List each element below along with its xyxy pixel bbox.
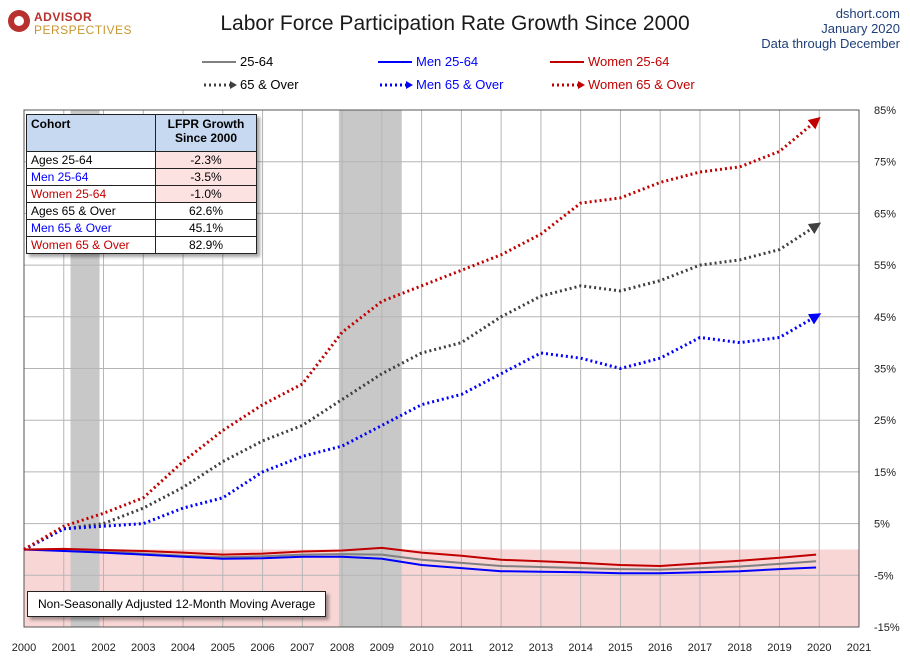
cohort-name: Men 25-64 [26,168,156,186]
cohort-row: Ages 25-64 -2.3% [26,151,257,169]
x-tick-label: 2020 [807,642,831,654]
chart-title: Labor Force Participation Rate Growth Si… [220,12,690,35]
y-tick-label: 35% [874,364,896,376]
legend-label: Men 65 & Over [416,77,504,92]
y-tick-label: 25% [874,415,896,427]
x-tick-label: 2006 [250,642,274,654]
x-tick-label: 2015 [608,642,632,654]
x-tick-label: 2004 [171,642,195,654]
x-tick-label: 2012 [489,642,513,654]
series-line-65-over [23,222,822,551]
x-tick-label: 2021 [847,642,871,654]
legend-label: 65 & Over [240,77,299,92]
series-line-women-65-over [23,117,821,551]
x-tick-label: 2008 [330,642,354,654]
cohort-table: Cohort LFPR Growth Since 2000 Ages 25-64… [26,114,257,254]
cohort-row: Men 65 & Over 45.1% [26,219,257,237]
logo-text-line1: ADVISOR [34,10,93,24]
y-tick-label: 45% [874,312,896,324]
x-tick-label: 2007 [290,642,314,654]
y-tick-label: 15% [874,467,896,479]
legend-swatch [202,61,236,63]
legend-label: Women 25-64 [588,54,670,69]
y-tick-label: 65% [874,208,896,220]
legend-swatch [550,61,584,63]
cohort-name: Women 65 & Over [26,236,156,254]
legend-swatch [552,81,585,89]
source-site: dshort.com [835,6,900,21]
cohort-row: Women 25-64 -1.0% [26,185,257,203]
cohort-name: Ages 65 & Over [26,202,156,220]
source-note: Data through December [761,36,900,51]
x-tick-label: 2017 [688,642,712,654]
cohort-row: Men 25-64 -3.5% [26,168,257,186]
x-tick-label: 2014 [568,642,592,654]
y-tick-label: -5% [874,570,894,582]
legend-swatch [378,61,412,63]
advisor-perspectives-logo: ADVISOR PERSPECTIVES [8,8,138,38]
legend-label: 25-64 [240,54,274,69]
cohort-growth-value: -1.0% [155,185,257,203]
x-tick-label: 2013 [529,642,553,654]
legend-label: Men 25-64 [416,54,479,69]
x-tick-label: 2009 [370,642,394,654]
y-tick-label: -15% [874,622,900,634]
cohort-header: Cohort [26,114,156,152]
logo-text-line2: PERSPECTIVES [34,23,133,37]
x-tick-label: 2011 [450,642,474,654]
legend-swatch [204,81,237,89]
cohort-name: Women 25-64 [26,185,156,203]
cohort-row: Ages 65 & Over 62.6% [26,202,257,220]
x-tick-label: 2001 [52,642,76,654]
note-box: Non-Seasonally Adjusted 12-Month Moving … [27,591,327,617]
x-tick-label: 2005 [211,642,235,654]
legend-label: Women 65 & Over [588,77,695,92]
source-date: January 2020 [821,21,900,36]
cohort-growth-value: -3.5% [155,168,257,186]
lfpr-growth-header: LFPR Growth Since 2000 [155,114,257,152]
cohort-growth-value: 45.1% [155,219,257,237]
x-tick-label: 2010 [409,642,433,654]
x-tick-label: 2002 [91,642,115,654]
y-tick-label: 55% [874,260,896,272]
cohort-table-header: Cohort LFPR Growth Since 2000 [26,114,257,152]
cohort-name: Men 65 & Over [26,219,156,237]
series-line-men-25-64 [23,548,817,575]
cohort-row: Women 65 & Over 82.9% [26,236,257,254]
cohort-growth-value: 62.6% [155,202,257,220]
cohort-growth-value: -2.3% [155,151,257,169]
x-tick-label: 2003 [131,642,155,654]
cohort-name: Ages 25-64 [26,151,156,169]
series-line-women-25-64 [23,546,817,567]
x-tick-label: 2000 [12,642,36,654]
plot-frame [23,109,860,628]
cohort-growth-value: 82.9% [155,236,257,254]
logo-mark-icon [8,10,30,32]
y-tick-label: 75% [874,157,896,169]
y-tick-label: 5% [874,519,890,531]
y-tick-label: 85% [874,105,896,117]
x-tick-label: 2018 [727,642,751,654]
legend-swatch [380,81,413,89]
x-tick-label: 2016 [648,642,672,654]
x-tick-label: 2019 [767,642,791,654]
